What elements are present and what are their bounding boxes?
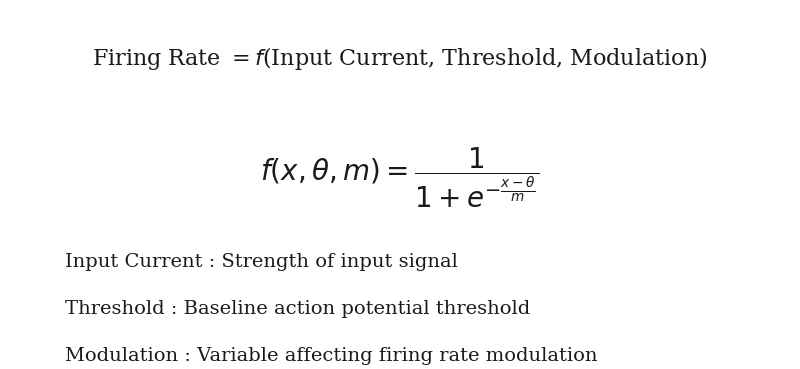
Text: Threshold : Baseline action potential threshold: Threshold : Baseline action potential th… [65, 300, 530, 318]
Text: $f(x,\theta,m) = \dfrac{1}{1+e^{-\frac{x-\theta}{m}}}$: $f(x,\theta,m) = \dfrac{1}{1+e^{-\frac{x… [261, 145, 539, 210]
Text: Input Current : Strength of input signal: Input Current : Strength of input signal [65, 253, 458, 271]
Text: Modulation : Variable affecting firing rate modulation: Modulation : Variable affecting firing r… [65, 346, 598, 365]
Text: Firing Rate $= f$(Input Current, Threshold, Modulation): Firing Rate $= f$(Input Current, Thresho… [92, 45, 708, 72]
